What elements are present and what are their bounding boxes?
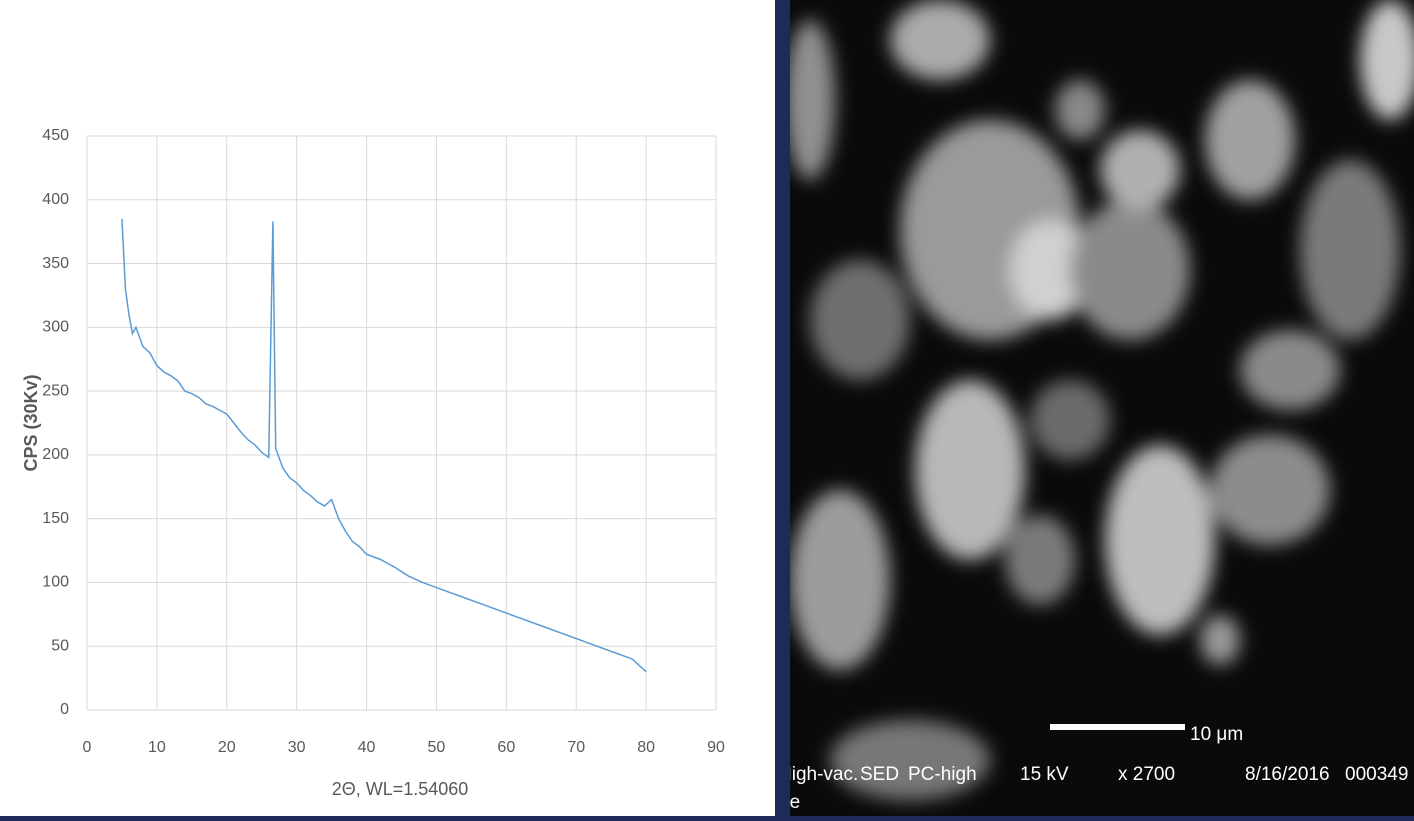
y-tick-label: 300 (42, 319, 69, 336)
y-tick-label: 250 (42, 382, 69, 399)
y-tick-label: 150 (42, 510, 69, 527)
x-tick-label: 90 (707, 739, 725, 756)
sem-info: 000349 (1345, 764, 1408, 785)
x-tick-label: 80 (637, 739, 655, 756)
sem-image: 10 μm High-vac.SED PC-high 15 kV x 2700 8/16/… (778, 0, 1414, 816)
data-line (121, 218, 647, 673)
y-axis-label: CPS (30Kv) (21, 374, 41, 471)
x-tick-label: 60 (497, 739, 515, 756)
sem-sample: Fe (790, 792, 800, 813)
x-axis-label: 2Θ, WL=1.54060 (332, 779, 469, 799)
x-tick-label: 20 (218, 739, 236, 756)
x-tick-label: 40 (358, 739, 376, 756)
chart: 2Θ, WL=1.54060 CPS (30Kv) 05010015020025… (21, 127, 725, 799)
sem-info: SED (860, 764, 899, 785)
sem-info: 15 kV (1020, 764, 1069, 785)
x-tick-label: 10 (148, 739, 166, 756)
y-tick-label: 450 (42, 127, 69, 144)
scale-bar-label: 10 μm (1190, 724, 1243, 745)
chart-panel: 2Θ, WL=1.54060 CPS (30Kv) 0 50 100 150 200 25… (0, 0, 775, 816)
x-tick-label: 30 (288, 739, 306, 756)
sem-picture: 10 μm High-vac.SED PC-high 15 kV x 2700 8/16/… (778, 0, 1414, 816)
y-tick-label: 100 (42, 574, 69, 591)
y-tick-label: 200 (42, 446, 69, 463)
sem-info: High-vac. (790, 764, 858, 785)
y-tick-label: 400 (42, 191, 69, 208)
y-tick-label: 0 (60, 701, 69, 718)
sem-info: 8/16/2016 (1245, 764, 1330, 785)
sem-info: x 2700 (1118, 764, 1175, 785)
sem-info: PC-high (908, 764, 977, 785)
y-tick-label: 50 (51, 637, 69, 654)
x-tick-label: 0 (83, 739, 92, 756)
y-tick-label: 350 (42, 255, 69, 272)
x-tick-label: 50 (428, 739, 446, 756)
x-tick-label: 70 (567, 739, 585, 756)
